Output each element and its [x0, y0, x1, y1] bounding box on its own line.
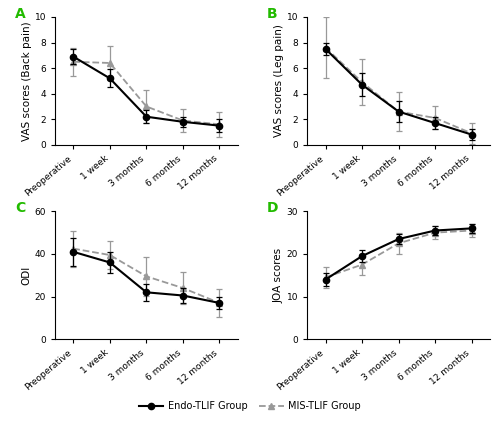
Legend: Endo-TLIF Group, MIS-TLIF Group: Endo-TLIF Group, MIS-TLIF Group: [135, 397, 365, 415]
Text: D: D: [267, 201, 278, 215]
Y-axis label: VAS scores (Leg pain): VAS scores (Leg pain): [274, 25, 284, 137]
Y-axis label: JOA scores: JOA scores: [274, 248, 284, 303]
Text: B: B: [267, 7, 278, 21]
Text: A: A: [15, 7, 26, 21]
Text: C: C: [15, 201, 25, 215]
Y-axis label: ODI: ODI: [22, 266, 32, 285]
Y-axis label: VAS scores (Back pain): VAS scores (Back pain): [22, 21, 32, 141]
